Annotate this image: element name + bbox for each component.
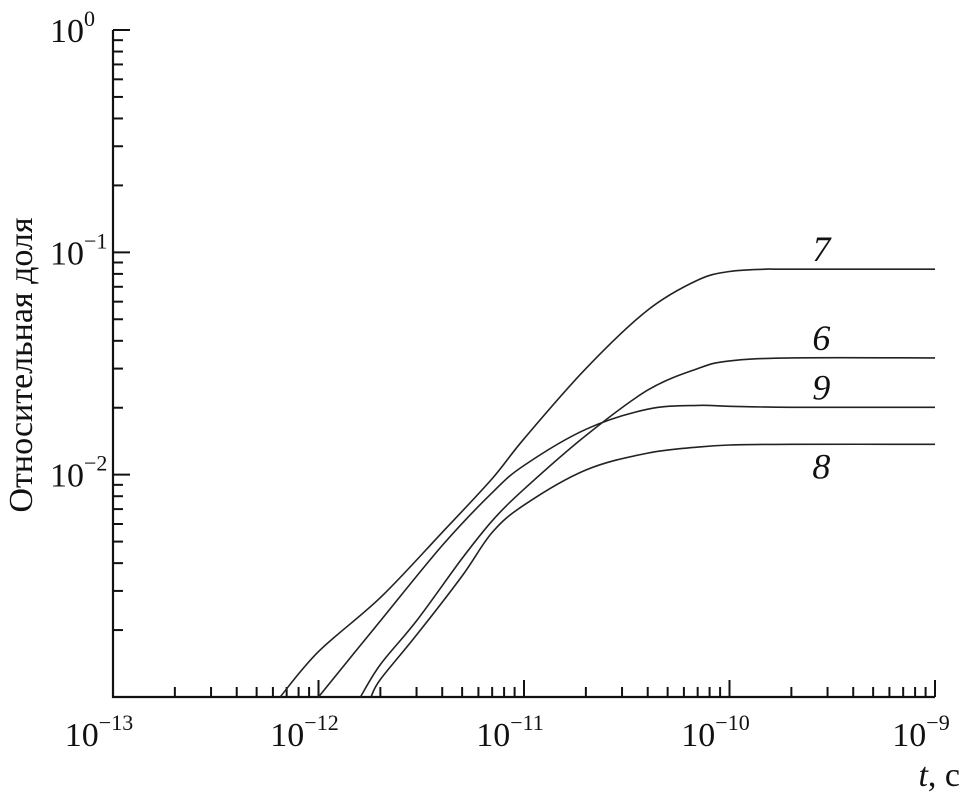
tick-labels: 10−13 10−12 10−11 10−10 10−9 100 10−1 10−2 [50, 6, 950, 754]
y-tick-label: 10−1 [50, 228, 107, 272]
series-8-label: 8 [812, 446, 830, 486]
series-9-line [317, 404, 936, 698]
axes [111, 30, 935, 699]
curves [279, 268, 936, 698]
y-axis-title: Относительная доля [3, 217, 40, 512]
y-tick-label: 100 [50, 6, 95, 50]
x-tick-label: 10−12 [270, 710, 338, 754]
series-6-label: 6 [812, 318, 830, 358]
x-axis-variable: t [918, 757, 929, 794]
series-9-label: 9 [812, 367, 830, 407]
series-7-label: 7 [812, 229, 832, 269]
x-axis-unit: , с [928, 757, 960, 794]
series-6-line [359, 356, 936, 698]
series-8-line [370, 443, 936, 698]
series-7-line [279, 268, 935, 698]
x-tick-label: 10−11 [476, 710, 544, 754]
series-labels: 7 6 9 8 [812, 229, 832, 486]
axis-frame [111, 30, 935, 699]
x-axis-title: t, с [918, 757, 960, 794]
x-tick-label: 10−9 [892, 710, 949, 754]
y-tick-label: 10−2 [50, 451, 107, 495]
ticks [112, 29, 936, 698]
x-tick-label: 10−10 [681, 710, 749, 754]
x-tick-label: 10−13 [65, 710, 133, 754]
